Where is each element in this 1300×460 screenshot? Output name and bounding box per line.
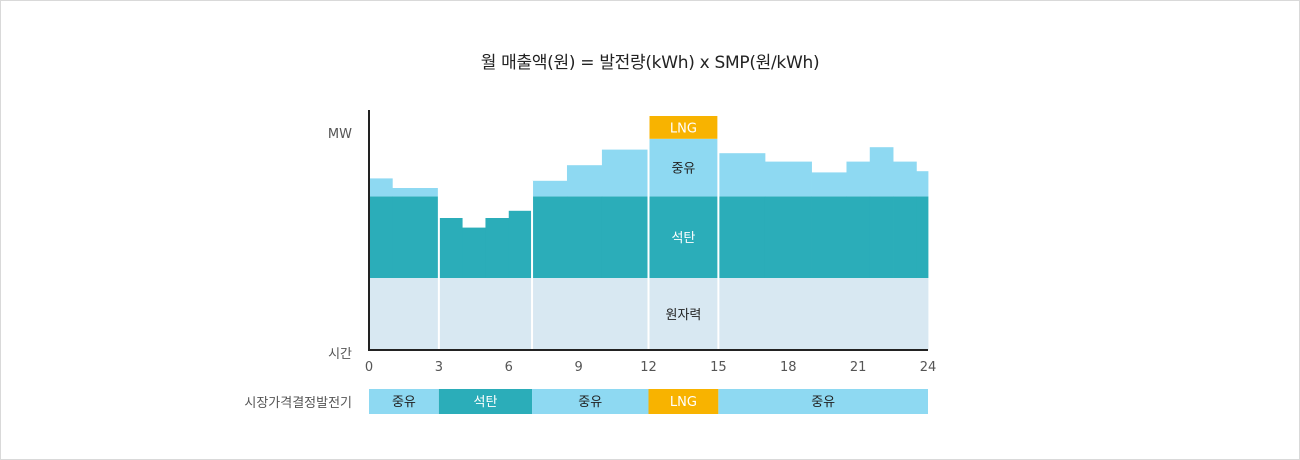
area-segment-원자력: [869, 278, 894, 350]
area-segment-석탄: [462, 227, 486, 278]
area-segment-석탄: [392, 196, 440, 278]
x-tick-label: 0: [365, 360, 373, 375]
area-segment-원자력: [893, 278, 917, 350]
layer-label-중유: 중유: [671, 162, 695, 177]
area-segment-중유: [369, 178, 393, 197]
area-segment-원자력: [601, 278, 649, 350]
area-segment-석탄: [811, 196, 847, 278]
layer-label-LNG: LNG: [670, 121, 697, 136]
price-setter-segment-label: 석탄: [473, 395, 497, 410]
x-tick-label: 6: [505, 360, 513, 375]
price-setter-bar: 시장가격결정발전기 중유 석탄 중유 LNG 중유: [244, 389, 928, 414]
area-segment-중유: [916, 171, 929, 197]
layer-label-원자력: 원자력: [665, 308, 701, 323]
layer-label-석탄: 석탄: [671, 231, 695, 246]
area-segment-원자력: [532, 278, 568, 350]
area-segment-원자력: [508, 278, 533, 350]
area-segment-중유: [764, 161, 812, 197]
area-segment-석탄: [648, 196, 719, 278]
area-segment-원자력: [718, 278, 766, 350]
axes: MW 시간: [328, 110, 928, 362]
area-segment-석탄: [916, 196, 929, 278]
price-setter-segment: [532, 389, 649, 414]
area-segment-석탄: [485, 218, 510, 278]
area-segment-중유: [869, 147, 894, 197]
x-tick-label: 24: [920, 360, 937, 375]
x-tick-label: 3: [435, 360, 443, 375]
area-segment-석탄: [764, 196, 812, 278]
area-segment-석탄: [893, 196, 917, 278]
chart-title: 월 매출액(원) = 발전량(kWh) x SMP(원/kWh): [480, 53, 820, 73]
area-segment-원자력: [462, 278, 486, 350]
stacked-areas: [369, 116, 929, 350]
area-segment-원자력: [369, 278, 393, 350]
area-segment-석탄: [566, 196, 603, 278]
x-tick-label: 15: [710, 360, 727, 375]
area-segment-석탄: [438, 218, 463, 278]
area-segment-원자력: [438, 278, 463, 350]
area-segment-중유: [893, 161, 917, 197]
area-segment-석탄: [601, 196, 649, 278]
area-segment-중유: [566, 165, 603, 197]
area-segment-석탄: [869, 196, 894, 278]
price-setter-segment: [718, 389, 928, 414]
area-segment-석탄: [532, 196, 568, 278]
price-setter-segment: [369, 389, 439, 414]
area-segment-중유: [532, 180, 568, 197]
area-segment-중유: [718, 153, 766, 197]
area-segment-원자력: [392, 278, 440, 350]
x-tick-label: 18: [780, 360, 797, 375]
price-setter-label: 시장가격결정발전기: [244, 396, 352, 411]
area-segment-석탄: [718, 196, 766, 278]
area-segment-원자력: [485, 278, 510, 350]
x-tick-label: 21: [850, 360, 867, 375]
price-setter-segment-label: 중유: [578, 395, 602, 410]
area-segment-중유: [846, 161, 871, 197]
area-segment-원자력: [648, 278, 719, 350]
x-tick-labels: 0 3 6 9 12 15 18 21 24: [365, 360, 936, 375]
area-segment-석탄: [508, 210, 533, 278]
area-segment-LNG: [648, 116, 719, 139]
price-setter-segment-label: 중유: [811, 395, 835, 410]
area-segment-원자력: [764, 278, 812, 350]
x-tick-label: 12: [640, 360, 657, 375]
area-segment-중유: [601, 149, 649, 197]
area-segment-석탄: [369, 196, 393, 278]
x-tick-label: 9: [574, 360, 582, 375]
price-setter-segment-label: LNG: [670, 395, 697, 410]
area-segment-원자력: [811, 278, 847, 350]
area-segment-중유: [811, 172, 847, 197]
area-segment-원자력: [916, 278, 929, 350]
hour-dividers: [437, 116, 720, 350]
area-segment-석탄: [846, 196, 871, 278]
area-segment-원자력: [566, 278, 603, 350]
area-segment-원자력: [846, 278, 871, 350]
layer-labels: 원자력 석탄 중유 LNG: [665, 121, 701, 323]
x-axis-label: 시간: [328, 347, 352, 362]
price-setter-segment: [438, 389, 533, 414]
price-setter-segment-label: 중유: [392, 395, 416, 410]
y-axis-label: MW: [328, 127, 352, 142]
area-segment-중유: [392, 188, 440, 197]
price-setter-segment: [648, 389, 719, 414]
area-segment-중유: [648, 138, 719, 197]
